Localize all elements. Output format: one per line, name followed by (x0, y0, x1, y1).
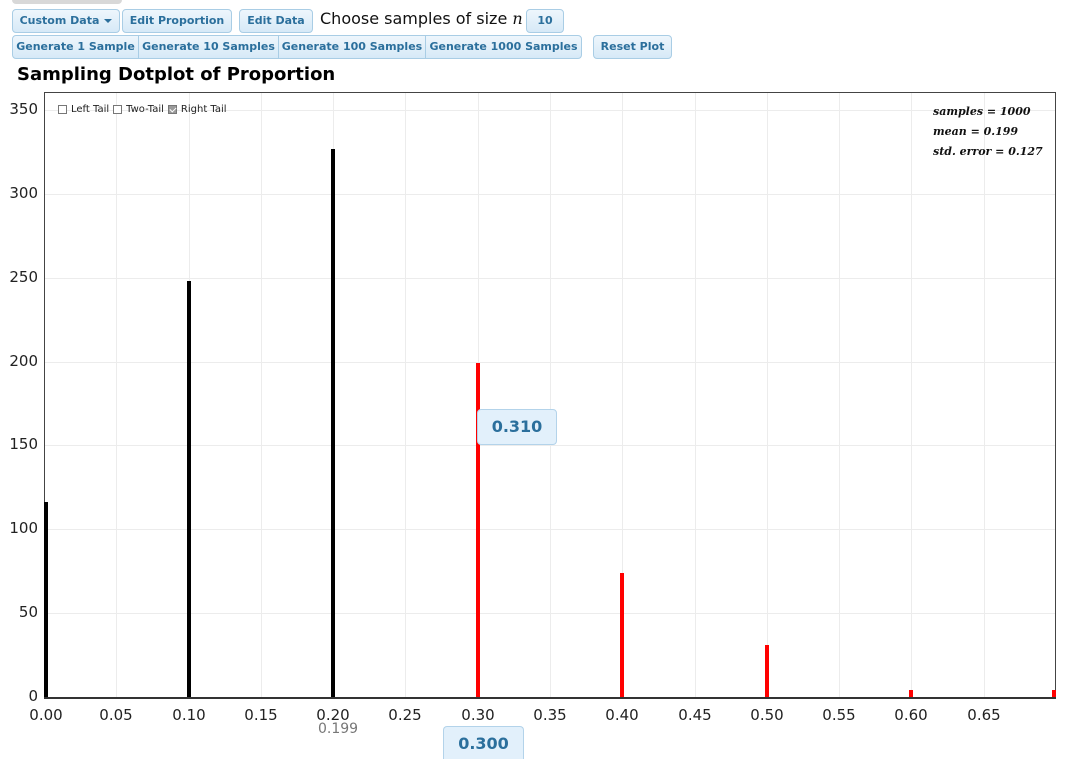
generate-10-samples-button[interactable]: Generate 10 Samples (138, 35, 279, 59)
bar-0.4 (620, 573, 624, 697)
bar-0.7 (1052, 690, 1056, 697)
mean-marker-label: 0.199 (318, 721, 359, 737)
y-tick-label: 0 (28, 687, 38, 705)
grid-line-v (261, 93, 262, 698)
two-tail-checkbox[interactable] (113, 105, 123, 114)
grid-line-v (984, 93, 985, 698)
std-error-stat: std. error = 0.127 (933, 145, 1043, 158)
edit-proportion-button[interactable]: Edit Proportion (122, 9, 232, 33)
x-tick-label: 0.00 (29, 706, 63, 724)
generate-1000-samples-button[interactable]: Generate 1000 Samples (425, 35, 582, 59)
sample-size-input[interactable]: 10 (526, 9, 564, 33)
x-tick-label: 0.15 (244, 706, 278, 724)
mean-stat: mean = 0.199 (933, 125, 1019, 138)
left-tail-label: Left Tail (71, 104, 110, 115)
choose-text: Choose samples of size (320, 9, 508, 28)
samples-stat: samples = 1000 (933, 105, 1031, 118)
tail-options: Left Tail Two-Tail Right Tail (58, 104, 227, 115)
y-tick-label: 200 (9, 352, 38, 370)
right-tail-checkbox[interactable] (167, 105, 177, 114)
x-tick-label: 0.35 (533, 706, 567, 724)
bar-0.1 (187, 281, 191, 697)
y-tick-label: 100 (9, 519, 38, 537)
left-tail-checkbox[interactable] (58, 105, 67, 114)
lower-threshold-input[interactable]: 0.300 (443, 726, 524, 759)
grid-line-v (839, 93, 840, 698)
y-tick-label: 50 (18, 603, 38, 621)
bar-0.6 (909, 690, 913, 697)
grid-line-v (116, 93, 117, 698)
caret-down-icon (104, 19, 113, 23)
x-tick-label: 0.45 (678, 706, 712, 724)
x-tick-label: 0.25 (388, 706, 422, 724)
edit-data-button[interactable]: Edit Data (239, 9, 313, 33)
upper-threshold-input[interactable]: 0.310 (477, 409, 557, 445)
plot-title: Sampling Dotplot of Proportion (17, 64, 336, 85)
reset-plot-button[interactable]: Reset Plot (593, 35, 672, 59)
plot-frame (44, 92, 1056, 698)
x-axis-line (44, 697, 1056, 699)
grid-line-v (405, 93, 406, 698)
x-tick-label: 0.55 (822, 706, 856, 724)
x-tick-label: 0.60 (894, 706, 928, 724)
two-tail-label: Two-Tail (126, 104, 164, 115)
generate-1-sample-button[interactable]: Generate 1 Sample (12, 35, 139, 59)
y-tick-label: 350 (9, 100, 38, 118)
y-tick-label: 250 (9, 268, 38, 286)
right-tail-label: Right Tail (180, 104, 227, 115)
x-tick-label: 0.05 (99, 706, 133, 724)
grid-line-v (695, 93, 696, 698)
grid-line-v (622, 93, 623, 698)
grid-line-v (767, 93, 768, 698)
x-tick-label: 0.40 (605, 706, 639, 724)
bar-0.5 (765, 645, 769, 697)
summary-stats: samples = 1000 mean = 0.199 std. error =… (933, 102, 1043, 162)
generate-100-samples-button[interactable]: Generate 100 Samples (278, 35, 426, 59)
bar-0.3 (476, 363, 480, 697)
x-tick-label: 0.65 (967, 706, 1001, 724)
grid-line-v (550, 93, 551, 698)
bar-0.0 (44, 502, 48, 697)
n-symbol: n (512, 9, 523, 28)
bar-0.2 (331, 149, 335, 697)
custom-data-label: Custom Data (19, 14, 100, 27)
sample-size-label: Choose samples of size n = (320, 9, 541, 28)
x-tick-label: 0.30 (461, 706, 495, 724)
x-tick-label: 0.50 (750, 706, 784, 724)
x-tick-label: 0.20 (316, 706, 350, 724)
x-tick-label: 0.10 (172, 706, 206, 724)
custom-data-dropdown[interactable]: Custom Data (12, 9, 120, 33)
grid-line-v (911, 93, 912, 698)
top-tab-edge (12, 0, 122, 4)
y-tick-label: 150 (9, 435, 38, 453)
y-tick-label: 300 (9, 184, 38, 202)
